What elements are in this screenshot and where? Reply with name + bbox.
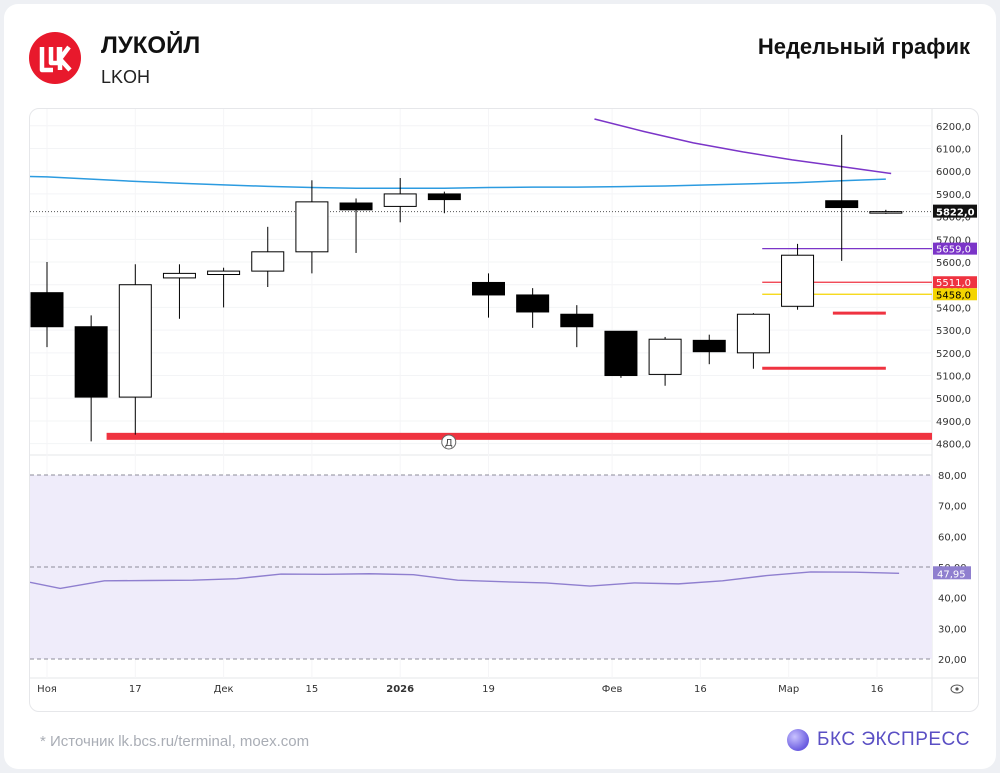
candle-body — [118, 284, 152, 398]
level-price-label: 5659,0 — [936, 245, 971, 256]
chart-card: ЛУКОЙЛ LKOH Недельный график 4800,0 4900,… — [4, 4, 996, 769]
time-tick-label: 2026 — [386, 684, 414, 695]
last-price-badge — [933, 204, 977, 218]
chart-title: Недельный график — [757, 34, 970, 59]
candle-body — [295, 201, 329, 253]
time-tick-label: 19 — [482, 684, 495, 695]
time-tick-label: Дек — [214, 684, 234, 695]
time-tick-label: Фев — [602, 684, 623, 695]
time-tick-label: 16 — [694, 684, 707, 695]
candle-body — [781, 254, 815, 307]
time-tick-label: Ноя — [37, 684, 57, 695]
candle-body — [869, 211, 903, 214]
price-tick-label: 4800,0 — [936, 440, 971, 451]
price-tick-label: 6000,0 — [936, 167, 971, 178]
candle-body — [427, 193, 461, 201]
candle-body — [736, 313, 770, 354]
dividend-marker-label: Д — [445, 438, 453, 449]
candle-body — [516, 294, 550, 313]
price-tick-label: 5900,0 — [936, 190, 971, 201]
level-price-label: 5458,0 — [936, 290, 971, 301]
rsi-tick-label: 60,00 — [938, 532, 967, 543]
rsi-last-badge — [933, 566, 971, 580]
level-price-badge — [933, 276, 977, 289]
price-tick-label: 5300,0 — [936, 326, 971, 337]
last-price-label: 5822,0 — [936, 208, 975, 219]
ticker-symbol: LKOH — [101, 67, 151, 87]
price-tick-label: 6100,0 — [936, 145, 971, 156]
price-tick-label: 5600,0 — [936, 258, 971, 269]
price-tick-label: 6200,0 — [936, 122, 971, 133]
source-note: * Источник lk.bcs.ru/terminal, moex.com — [40, 733, 310, 750]
price-chart: 4800,0 4900,0 5000,0 5100,0 5200,0 5300,0 5400… — [29, 109, 978, 711]
time-tick-label: Мар — [778, 684, 799, 695]
price-tick-label: 5800,0 — [936, 213, 971, 224]
price-tick-label: 5400,0 — [936, 303, 971, 314]
candle-body — [251, 251, 285, 272]
moving-average-blue — [29, 175, 886, 189]
price-tick-label: 5200,0 — [936, 349, 971, 360]
time-tick-label: 16 — [871, 684, 884, 695]
company-name: ЛУКОЙЛ — [101, 32, 201, 59]
level-price-badge — [933, 288, 977, 301]
candle-body — [472, 281, 505, 296]
moving-average-purple — [594, 118, 892, 175]
candle-body — [560, 313, 594, 328]
lukoil-logo-icon — [29, 32, 81, 84]
rsi-last-label: 47,95 — [937, 569, 966, 580]
candle-body — [604, 330, 638, 377]
rsi-line — [29, 571, 900, 590]
eye-icon-pupil — [955, 687, 959, 691]
candle-body — [162, 272, 196, 279]
chart-area: 4800,0 4900,0 5000,0 5100,0 5200,0 5300,0 5400… — [29, 108, 979, 712]
eye-icon — [950, 684, 964, 694]
candle-body — [383, 193, 417, 207]
dividend-marker-icon — [441, 434, 457, 450]
price-tick-label: 5700,0 — [936, 235, 971, 246]
time-tick-label: 15 — [306, 684, 319, 695]
rsi-tick-label: 20,00 — [938, 655, 967, 666]
price-tick-label: 5100,0 — [936, 372, 971, 383]
level-price-label: 5511,0 — [936, 278, 971, 289]
price-tick-label: 4900,0 — [936, 417, 971, 428]
candle-body — [207, 270, 241, 276]
level-price-badge — [933, 242, 977, 255]
rsi-tick-label: 40,00 — [938, 594, 967, 605]
price-tick-label: 5000,0 — [936, 394, 971, 405]
rsi-tick-label: 80,00 — [938, 471, 967, 482]
candle-body — [74, 326, 108, 398]
candle-body — [648, 338, 682, 375]
candle-body — [692, 339, 726, 353]
rsi-tick-label: 70,00 — [938, 502, 967, 513]
brand-icon — [787, 729, 809, 751]
candle-body — [30, 292, 64, 328]
time-tick-label: 17 — [129, 684, 142, 695]
rsi-tick-label: 30,00 — [938, 624, 967, 635]
candle-body — [825, 200, 859, 209]
brand-name: БКС ЭКСПРЕСС — [817, 729, 970, 750]
support-zone-line — [106, 432, 933, 440]
brand-logo: БКС ЭКСПРЕСС — [787, 729, 970, 751]
candle-body — [339, 202, 373, 211]
